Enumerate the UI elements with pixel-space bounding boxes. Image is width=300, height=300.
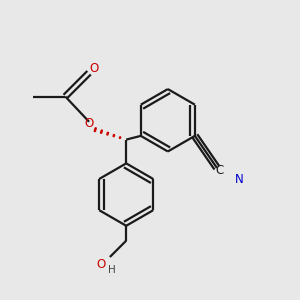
Text: O: O [89, 62, 98, 75]
Text: O: O [84, 117, 94, 130]
Text: H: H [108, 265, 116, 275]
Text: O: O [96, 258, 106, 271]
Text: N: N [235, 173, 244, 186]
Text: C: C [216, 164, 224, 177]
